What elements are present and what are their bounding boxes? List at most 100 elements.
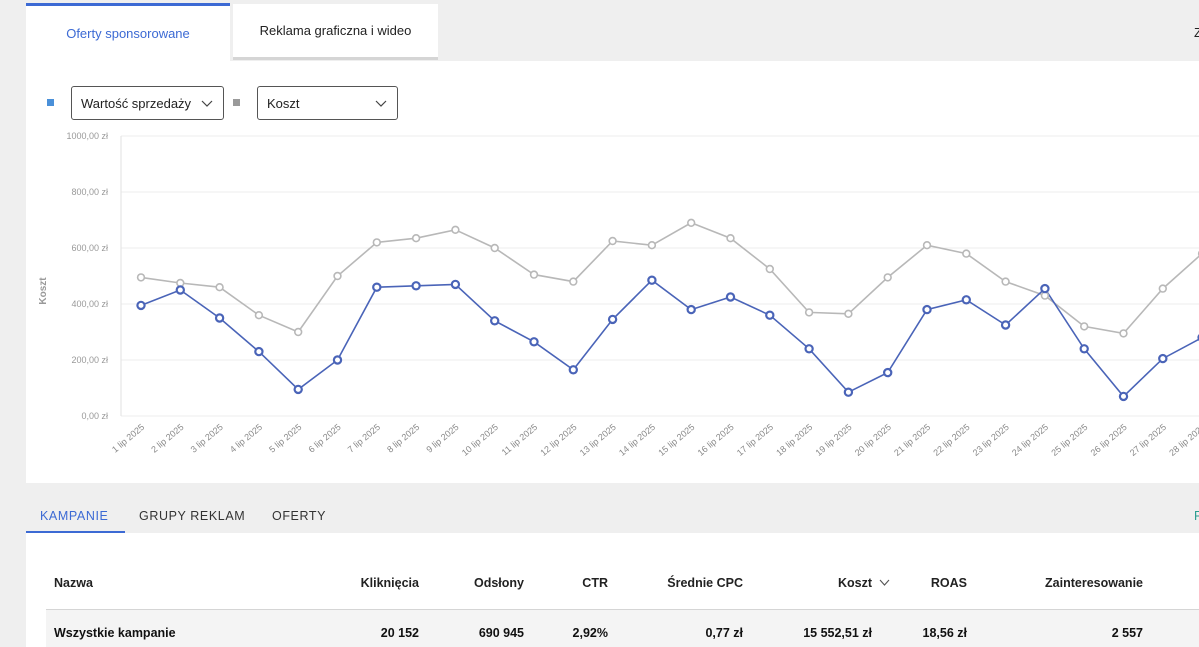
series-2-point[interactable] bbox=[411, 281, 421, 291]
metric1-label: Wartość sprzedaży bbox=[81, 95, 192, 111]
series-2-point[interactable] bbox=[293, 384, 303, 395]
y-axis-title: Koszt bbox=[38, 277, 49, 305]
metric1-dropdown[interactable]: Wartość sprzedaży bbox=[71, 86, 224, 120]
series-1-point[interactable] bbox=[647, 241, 657, 250]
metric2-label: Koszt bbox=[267, 95, 300, 111]
series-1-point[interactable] bbox=[962, 249, 971, 258]
col-nazwa[interactable]: Nazwa bbox=[54, 576, 93, 590]
series-1-point[interactable] bbox=[294, 327, 303, 337]
series-2-point[interactable] bbox=[1158, 353, 1168, 364]
subtab-right-cut[interactable]: F bbox=[1194, 509, 1199, 523]
x-tick-label: 20 lip 2025 bbox=[853, 422, 893, 458]
series-1-point[interactable] bbox=[1001, 277, 1010, 286]
series-1-point[interactable] bbox=[1079, 322, 1089, 331]
chevron-down-icon bbox=[201, 100, 213, 107]
active-subtab-indicator bbox=[26, 531, 125, 533]
series-1-point[interactable] bbox=[1119, 329, 1128, 338]
cell-odslony: 690 945 bbox=[478, 626, 524, 640]
series-1-point[interactable] bbox=[372, 238, 381, 247]
y-tick-label: 0,00 zł bbox=[81, 411, 108, 421]
series-2-point[interactable] bbox=[607, 314, 618, 325]
series-2-point[interactable] bbox=[1040, 283, 1050, 294]
y-tick-label: 800,00 zł bbox=[71, 187, 108, 197]
x-tick-label: 4 lip 2025 bbox=[228, 422, 264, 455]
x-tick-label: 2 lip 2025 bbox=[149, 422, 185, 455]
series-2-point[interactable] bbox=[725, 292, 736, 302]
series-2-point[interactable] bbox=[647, 275, 657, 285]
x-tick-label: 27 lip 2025 bbox=[1128, 422, 1168, 458]
sort-chevron-icon bbox=[879, 579, 889, 586]
series-2-point[interactable] bbox=[961, 295, 972, 305]
series-2-point[interactable] bbox=[529, 337, 539, 347]
series-1-point[interactable] bbox=[608, 236, 617, 246]
cell-zainteresowanie: 2 557 bbox=[1111, 626, 1143, 640]
tab-oferty-sponsorowane[interactable]: Oferty sponsorowane bbox=[26, 3, 230, 61]
col-zainteresowanie[interactable]: Zainteresowanie bbox=[1045, 576, 1143, 590]
x-tick-label: 1 lip 2025 bbox=[110, 422, 146, 455]
series-1-point[interactable] bbox=[215, 283, 224, 292]
tab-cut-off[interactable]: Z bbox=[1194, 24, 1199, 40]
col-roas[interactable]: ROAS bbox=[930, 576, 967, 590]
series-1-point[interactable] bbox=[804, 308, 814, 317]
series-2-point[interactable] bbox=[883, 367, 893, 378]
series-2-point[interactable] bbox=[332, 355, 343, 365]
series-2-point[interactable] bbox=[1000, 320, 1011, 330]
table-row-total[interactable] bbox=[46, 610, 1199, 647]
x-tick-label: 11 lip 2025 bbox=[500, 422, 540, 458]
series-2-point[interactable] bbox=[922, 304, 932, 315]
series-2-point[interactable] bbox=[214, 313, 225, 323]
col-koszt[interactable]: Koszt bbox=[838, 576, 890, 590]
x-tick-label: 24 lip 2025 bbox=[1010, 422, 1050, 458]
series-1-point[interactable] bbox=[726, 234, 735, 243]
x-tick-label: 3 lip 2025 bbox=[189, 422, 225, 455]
series-1-point[interactable] bbox=[411, 234, 421, 243]
series-1-point[interactable] bbox=[844, 309, 853, 319]
x-tick-label: 22 lip 2025 bbox=[931, 422, 971, 458]
series-2-point[interactable] bbox=[490, 316, 500, 326]
series-1-point[interactable] bbox=[333, 271, 342, 281]
series-2-point[interactable] bbox=[843, 387, 854, 397]
subtab-kampanie[interactable]: KAMPANIE bbox=[40, 509, 109, 523]
cell-nazwa: Wszystkie kampanie bbox=[54, 626, 176, 640]
series-2-point[interactable] bbox=[175, 285, 185, 295]
x-tick-label: 23 lip 2025 bbox=[971, 422, 1011, 458]
series-2-point[interactable] bbox=[372, 282, 382, 292]
campaign-table: Nazwa Kliknięcia Odsłony CTR Średnie CPC… bbox=[26, 533, 1199, 647]
col-koszt-label: Koszt bbox=[838, 576, 873, 590]
x-tick-label: 8 lip 2025 bbox=[385, 422, 421, 455]
series-2-point[interactable] bbox=[1079, 344, 1089, 354]
series-2-point[interactable] bbox=[450, 279, 461, 290]
col-srednie-cpc[interactable]: Średnie CPC bbox=[667, 576, 743, 590]
series-1-point[interactable] bbox=[254, 311, 264, 320]
series-2-point[interactable] bbox=[254, 346, 264, 357]
series-2-point[interactable] bbox=[568, 365, 579, 375]
series-1-line bbox=[140, 221, 1199, 335]
series-2-point[interactable] bbox=[1118, 391, 1129, 402]
series-1-point[interactable] bbox=[1158, 284, 1168, 293]
series-2-point[interactable] bbox=[686, 304, 696, 315]
series-1-point[interactable] bbox=[922, 241, 932, 250]
series-1-point[interactable] bbox=[569, 277, 578, 286]
series-2-point[interactable] bbox=[804, 344, 814, 354]
series-2-point[interactable] bbox=[765, 310, 775, 320]
series-1-point[interactable] bbox=[883, 273, 892, 282]
cell-klikniecia: 20 152 bbox=[380, 626, 419, 640]
subtab-grupy-reklam[interactable]: GRUPY REKLAM bbox=[139, 509, 246, 523]
subtab-oferty[interactable]: OFERTY bbox=[272, 509, 327, 523]
series-1-point[interactable] bbox=[451, 225, 460, 235]
series-1-point[interactable] bbox=[136, 273, 146, 282]
col-odslony[interactable]: Odsłony bbox=[473, 576, 524, 590]
series-1-point[interactable] bbox=[765, 264, 774, 274]
series-2-point[interactable] bbox=[136, 300, 146, 311]
series-1-point[interactable] bbox=[490, 243, 499, 253]
series-1-point[interactable] bbox=[686, 218, 696, 228]
x-tick-label: 18 lip 2025 bbox=[774, 422, 814, 458]
series-2-line bbox=[140, 279, 1199, 398]
col-klikniecia[interactable]: Kliknięcia bbox=[360, 576, 419, 590]
metric2-dropdown[interactable]: Koszt bbox=[257, 86, 398, 120]
series-1-point[interactable] bbox=[529, 270, 539, 279]
x-tick-label: 25 lip 2025 bbox=[1049, 422, 1089, 458]
tab-reklama-graficzna[interactable]: Reklama graficzna i wideo bbox=[233, 4, 438, 60]
x-tick-label: 21 lip 2025 bbox=[892, 422, 932, 458]
col-ctr[interactable]: CTR bbox=[582, 576, 608, 590]
